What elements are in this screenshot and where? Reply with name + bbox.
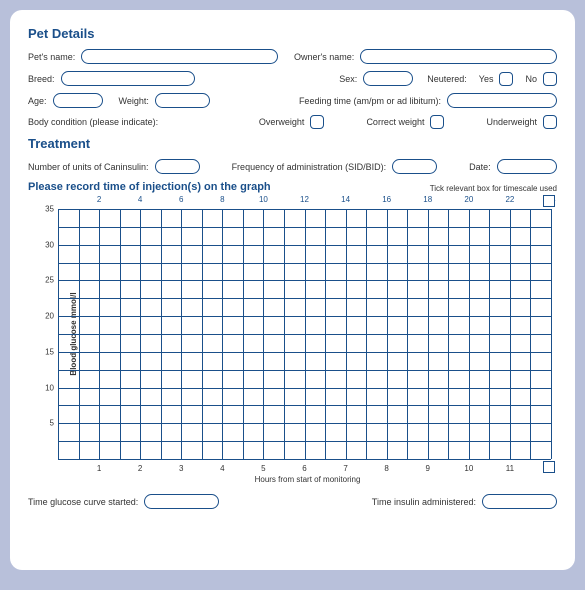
breed-label: Breed: [28,74,55,84]
feeding-input[interactable] [447,93,557,108]
units-label: Number of units of Caninsulin: [28,162,149,172]
overweight-checkbox[interactable] [310,115,324,129]
frequency-input[interactable] [392,159,437,174]
row-footer: Time glucose curve started: Time insulin… [28,494,557,509]
chart-grid: Blood glucose mmol/l 5101520253035246810… [58,209,551,459]
correct-weight-checkbox[interactable] [430,115,444,129]
age-input[interactable] [53,93,103,108]
x-tick-bottom: 4 [220,464,224,473]
row-body-condition: Body condition (please indicate): Overwe… [28,115,557,129]
x-tick-bottom: 11 [506,464,514,473]
overweight-label: Overweight [259,117,305,127]
sex-input[interactable] [363,71,413,86]
y-tick: 35 [38,205,54,214]
chart-title: Please record time of injection(s) on th… [28,181,271,193]
neutered-no-checkbox[interactable] [543,72,557,86]
neutered-label: Neutered: [427,74,467,84]
x-tick-bottom: 3 [179,464,183,473]
x-axis-label: Hours from start of monitoring [58,475,557,484]
y-tick: 5 [38,419,54,428]
owners-name-label: Owner's name: [294,52,354,62]
x-tick-top: 14 [341,195,350,204]
timescale-bottom-checkbox[interactable] [543,461,555,473]
x-tick-bottom: 8 [384,464,388,473]
x-tick-bottom: 2 [138,464,142,473]
row-breed: Breed: Sex: Neutered: Yes No [28,71,557,86]
date-input[interactable] [497,159,557,174]
breed-input[interactable] [61,71,195,86]
sex-label: Sex: [339,74,357,84]
x-tick-bottom: 5 [261,464,265,473]
x-tick-top: 18 [423,195,432,204]
time-started-label: Time glucose curve started: [28,497,138,507]
x-tick-bottom: 6 [302,464,306,473]
pets-name-label: Pet's name: [28,52,75,62]
x-tick-top: 22 [505,195,514,204]
y-tick: 20 [38,312,54,321]
chart-section: Please record time of injection(s) on th… [28,181,557,484]
time-started-input[interactable] [144,494,219,509]
x-tick-top: 12 [300,195,309,204]
x-tick-top: 2 [97,195,101,204]
age-label: Age: [28,96,47,106]
feeding-label: Feeding time (am/pm or ad libitum): [299,96,441,106]
x-tick-bottom: 9 [426,464,430,473]
x-tick-top: 16 [382,195,391,204]
time-insulin-input[interactable] [482,494,557,509]
row-age: Age: Weight: Feeding time (am/pm or ad l… [28,93,557,108]
date-label: Date: [469,162,491,172]
time-insulin-label: Time insulin administered: [372,497,476,507]
owners-name-input[interactable] [360,49,557,64]
underweight-checkbox[interactable] [543,115,557,129]
x-tick-bottom: 7 [343,464,347,473]
pet-details-title: Pet Details [28,26,557,41]
timescale-note: Tick relevant box for timescale used [430,184,557,193]
row-name: Pet's name: Owner's name: [28,49,557,64]
x-tick-top: 20 [464,195,473,204]
neutered-yes-checkbox[interactable] [499,72,513,86]
underweight-label: Underweight [486,117,537,127]
weight-label: Weight: [119,96,149,106]
y-tick: 15 [38,347,54,356]
x-tick-top: 10 [259,195,268,204]
y-tick: 10 [38,383,54,392]
no-label: No [525,74,537,84]
x-tick-bottom: 1 [97,464,101,473]
treatment-title: Treatment [28,136,557,151]
units-input[interactable] [155,159,200,174]
pets-name-input[interactable] [81,49,278,64]
body-condition-label: Body condition (please indicate): [28,117,158,127]
weight-input[interactable] [155,93,210,108]
y-tick: 30 [38,240,54,249]
y-tick: 25 [38,276,54,285]
timescale-top-checkbox[interactable] [543,195,555,207]
x-tick-top: 6 [179,195,183,204]
yes-label: Yes [479,74,494,84]
row-treatment: Number of units of Caninsulin: Frequency… [28,159,557,174]
x-tick-top: 8 [220,195,224,204]
form-panel: Pet Details Pet's name: Owner's name: Br… [10,10,575,570]
x-tick-top: 4 [138,195,142,204]
correct-weight-label: Correct weight [366,117,424,127]
frequency-label: Frequency of administration (SID/BID): [232,162,387,172]
x-tick-bottom: 10 [464,464,473,473]
